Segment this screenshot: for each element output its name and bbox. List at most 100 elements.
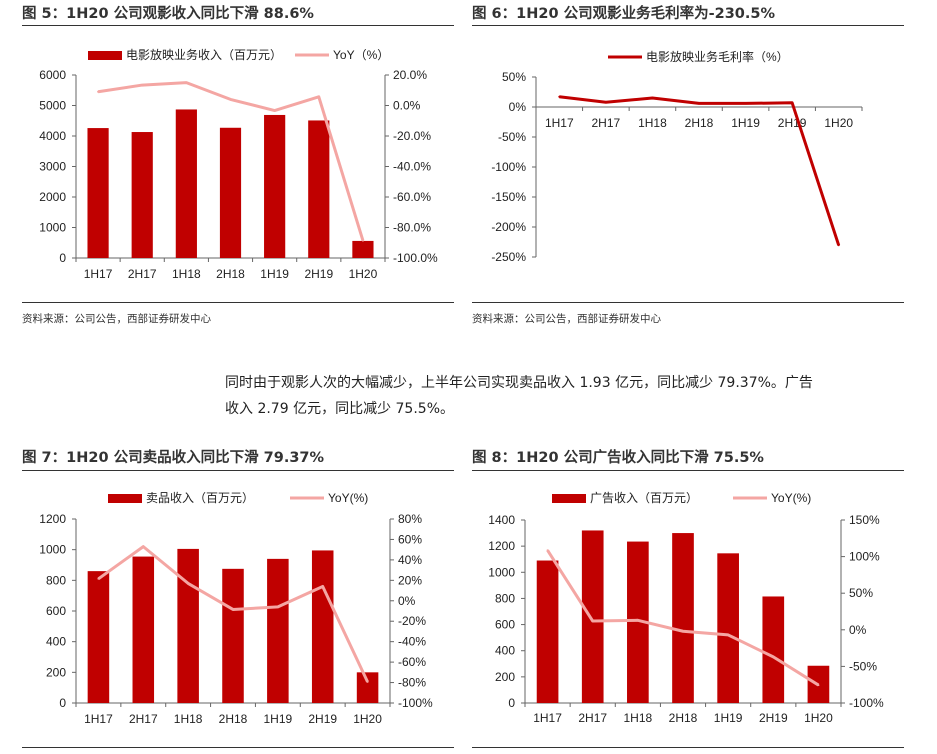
y-tick-label: -100% xyxy=(491,160,526,174)
y-tick-label: 600 xyxy=(495,618,515,632)
data-point xyxy=(97,90,100,93)
y2-tick-label: -40.0% xyxy=(393,160,431,174)
legend-label: YoY(%) xyxy=(328,491,368,505)
y-tick-label: 5000 xyxy=(39,99,66,113)
y-tick-label: 6000 xyxy=(39,68,66,82)
data-point xyxy=(772,655,775,658)
y-tick-label: 0 xyxy=(59,696,66,710)
divider xyxy=(472,470,904,471)
bar xyxy=(627,541,649,703)
x-tick-label: 1H19 xyxy=(264,712,293,726)
data-point xyxy=(317,95,320,98)
y-tick-label: 4000 xyxy=(39,129,66,143)
bar xyxy=(87,128,109,258)
paragraph-line: 收入 2.79 亿元，同比减少 75.5%。 xyxy=(225,401,454,417)
y-tick-label: 0 xyxy=(508,696,515,710)
bar xyxy=(581,530,604,703)
data-point xyxy=(682,630,684,633)
y-tick-label: 1200 xyxy=(39,512,66,526)
bar xyxy=(131,132,153,258)
data-point xyxy=(791,101,794,104)
y2-tick-label: 20.0% xyxy=(393,68,427,82)
data-point xyxy=(142,545,145,548)
figure-6-title: 图 6：1H20 公司观影业务毛利率为-230.5% xyxy=(472,6,775,22)
y2-tick-label: 50% xyxy=(849,586,873,600)
data-point xyxy=(321,585,324,588)
x-tick-label: 2H18 xyxy=(216,267,245,281)
y2-tick-label: -20.0% xyxy=(393,129,431,143)
bar xyxy=(352,240,374,258)
x-tick-label: 2H17 xyxy=(128,267,157,281)
y-tick-label: 1000 xyxy=(488,565,515,579)
y2-tick-label: -100% xyxy=(398,696,433,710)
x-tick-label: 1H18 xyxy=(624,711,653,725)
data-point xyxy=(273,109,276,112)
data-point xyxy=(185,81,188,84)
y-tick-label: 2000 xyxy=(39,190,66,204)
divider xyxy=(472,302,904,303)
data-point xyxy=(651,97,654,99)
data-point xyxy=(546,549,549,552)
y2-tick-label: 60% xyxy=(398,532,422,546)
bar xyxy=(264,114,286,258)
bar xyxy=(222,568,244,703)
x-tick-label: 1H20 xyxy=(349,267,378,281)
figure-8-title: 图 8：1H20 公司广告收入同比下滑 75.5% xyxy=(472,450,764,466)
data-point xyxy=(361,239,364,242)
x-tick-label: 2H19 xyxy=(778,116,807,130)
data-point xyxy=(604,101,607,104)
y-tick-label: 400 xyxy=(495,644,515,658)
x-tick-label: 2H19 xyxy=(759,711,788,725)
y2-tick-label: -80.0% xyxy=(393,221,431,235)
legend-label: YoY（%） xyxy=(333,48,389,62)
y-tick-label: 800 xyxy=(495,591,515,605)
y2-tick-label: -50% xyxy=(849,659,877,673)
x-tick-label: 1H17 xyxy=(533,711,562,725)
legend-swatch xyxy=(88,51,122,60)
y2-tick-label: -80% xyxy=(398,676,426,690)
y-tick-label: 0 xyxy=(59,251,66,265)
data-point xyxy=(591,620,594,623)
y-tick-label: 1000 xyxy=(39,543,66,557)
bar xyxy=(356,672,379,703)
y2-tick-label: -40% xyxy=(398,635,426,649)
legend-label: 电影放映业务收入（百万元） xyxy=(126,47,282,62)
bar xyxy=(267,558,289,703)
x-tick-label: 1H20 xyxy=(804,711,833,725)
bar xyxy=(311,550,334,703)
x-tick-label: 1H18 xyxy=(172,267,201,281)
y2-tick-label: -100% xyxy=(849,696,884,710)
data-point xyxy=(366,680,369,683)
y-tick-label: 200 xyxy=(495,670,515,684)
legend-label: 卖品收入（百万元） xyxy=(146,491,254,505)
data-point xyxy=(744,102,747,105)
legend-label: 电影放映业务毛利率（%） xyxy=(646,49,789,64)
data-point xyxy=(229,98,232,101)
y2-tick-label: 0% xyxy=(849,623,867,637)
y2-tick-label: -20% xyxy=(398,614,426,628)
divider xyxy=(22,747,454,748)
y-tick-label: 1000 xyxy=(39,221,66,235)
y2-tick-label: 40% xyxy=(398,553,422,567)
x-tick-label: 2H19 xyxy=(304,267,333,281)
bar xyxy=(177,548,199,703)
x-tick-label: 1H18 xyxy=(174,712,203,726)
figure-7-title: 图 7：1H20 公司卖品收入同比下滑 79.37% xyxy=(22,450,325,466)
data-point xyxy=(97,577,100,580)
y-tick-label: 1200 xyxy=(488,539,515,553)
data-point xyxy=(698,102,700,105)
bar xyxy=(717,553,739,703)
x-tick-label: 2H18 xyxy=(669,711,698,725)
x-tick-label: 2H18 xyxy=(219,712,248,726)
y2-tick-label: -100.0% xyxy=(393,251,438,265)
data-point xyxy=(817,684,820,687)
x-tick-label: 1H19 xyxy=(714,711,743,725)
body-paragraph: 同时由于观影人次的大幅减少，上半年公司实现卖品收入 1.93 亿元，同比减少 7… xyxy=(225,370,915,422)
data-point xyxy=(232,608,234,611)
y-tick-label: -200% xyxy=(491,220,526,234)
bar xyxy=(672,533,694,703)
y-tick-label: 400 xyxy=(46,635,66,649)
source-note: 资料来源：公司公告，西部证券研发中心 xyxy=(472,313,661,325)
